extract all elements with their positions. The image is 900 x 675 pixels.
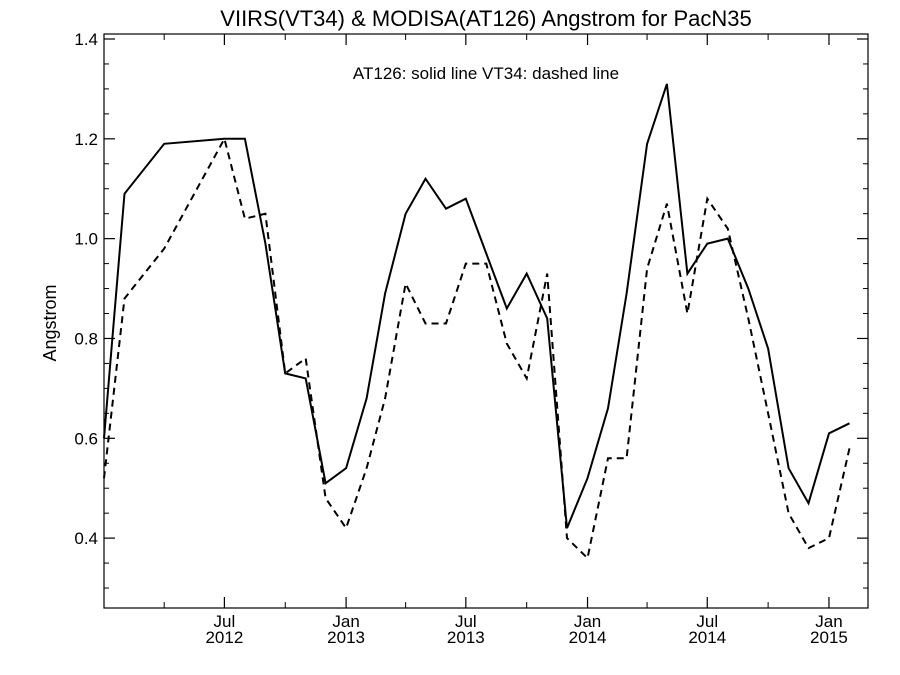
y-tick-label: 1.4 [74, 30, 98, 49]
x-tick-label-month: Jul [214, 612, 236, 631]
line-style-annotation: AT126: solid line VT34: dashed line [353, 64, 619, 83]
x-tick-label-month: Jan [574, 612, 601, 631]
y-axis-label: Angstrom [40, 284, 60, 361]
x-tick-label-month: Jan [815, 612, 842, 631]
series-line-vt34 [103, 136, 851, 561]
y-tick-label: 1.2 [74, 130, 98, 149]
x-tick-label-year: 2014 [688, 628, 726, 647]
x-tick-label-month: Jul [696, 612, 718, 631]
y-tick-label: 0.4 [74, 529, 98, 548]
x-tick-label-year: 2012 [205, 628, 243, 647]
series-layer [103, 83, 851, 561]
x-tick-label-year: 2013 [327, 628, 365, 647]
y-tick-label: 0.6 [74, 429, 98, 448]
y-tick-label: 0.8 [74, 329, 98, 348]
x-axis: Jul2012Jan2013Jul2013Jan2014Jul2014Jan20… [103, 34, 848, 647]
series-line-at126 [103, 83, 850, 529]
chart-title: VIIRS(VT34) & MODISA(AT126) Angstrom for… [220, 6, 751, 31]
x-tick-label-year: 2014 [569, 628, 607, 647]
y-tick-label: 1.0 [74, 230, 98, 249]
x-tick-label-month: Jan [332, 612, 359, 631]
x-tick-label-year: 2015 [810, 628, 848, 647]
y-axis: 0.4 0.6 0.8 1.0 1.2 1.4 [74, 30, 868, 589]
x-tick-label-year: 2013 [447, 628, 485, 647]
plot-frame [103, 33, 869, 609]
x-tick-label-month: Jul [455, 612, 477, 631]
